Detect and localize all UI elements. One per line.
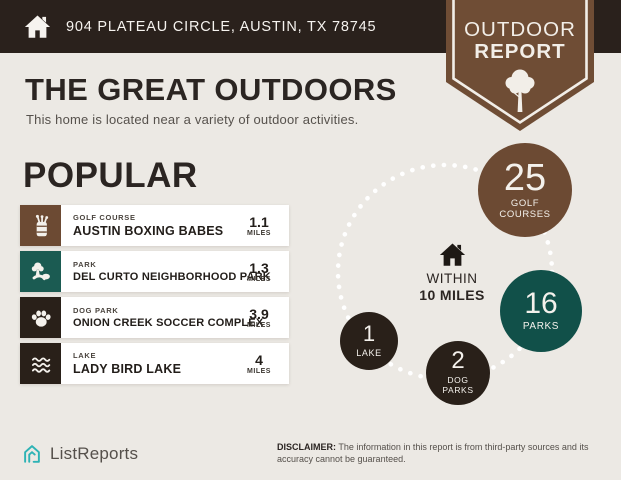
list-item-lake: LAKE LADY BIRD LAKE 4 MILES — [20, 343, 289, 384]
item-distance: 4 — [255, 351, 263, 368]
item-distance-unit: MILES — [247, 229, 271, 237]
item-name: LADY BIRD LAKE — [73, 362, 182, 376]
item-category: DOG PARK — [73, 306, 119, 315]
list-item-card: PARK DEL CURTO NEIGHBORHOOD PARK 1.3 MIL… — [61, 251, 289, 292]
listreports-brand: ListReports — [21, 443, 138, 465]
list-item-card: GOLF COURSE AUSTIN BOXING BABES 1.1 MILE… — [61, 205, 289, 246]
stat-parks: 16 PARKS — [500, 270, 582, 352]
item-distance: 1.1 — [249, 213, 269, 230]
stat-dog-parks: 2 DOG PARKS — [426, 341, 490, 405]
radius-center-label: WITHIN 10 MILES — [382, 271, 522, 303]
item-distance-unit: MILES — [247, 275, 271, 283]
brand-name: ListReports — [50, 444, 139, 463]
list-item-golf-course: GOLF COURSE AUSTIN BOXING BABES 1.1 MILE… — [20, 205, 289, 246]
property-address: 904 PLATEAU CIRCLE, AUSTIN, TX 78745 — [66, 18, 377, 35]
list-item-card: DOG PARK ONION CREEK SOCCER COMPLEX 3.9 … — [61, 297, 289, 338]
stat-golf-courses: 25 GOLF COURSES — [478, 143, 572, 237]
stat-value: 1 — [362, 320, 376, 346]
disclaimer-text: DISCLAIMER: The information in this repo… — [277, 442, 589, 464]
item-distance: 3.9 — [249, 305, 269, 322]
stat-value: 16 — [524, 286, 558, 320]
center-home-icon — [439, 243, 466, 266]
list-item-card: LAKE LADY BIRD LAKE 4 MILES — [61, 343, 289, 384]
stat-value: 2 — [451, 347, 465, 375]
item-category: PARK — [73, 260, 97, 269]
disclaimer-label: DISCLAIMER: — [277, 442, 336, 452]
popular-list: GOLF COURSE AUSTIN BOXING BABES 1.1 MILE… — [20, 205, 289, 384]
stat-label: PARKS — [522, 321, 560, 332]
stat-label: LAKE — [356, 347, 382, 358]
item-name: DEL CURTO NEIGHBORHOOD PARK — [73, 271, 271, 283]
page-subtitle: This home is located near a variety of o… — [26, 112, 359, 127]
list-item-park: PARK DEL CURTO NEIGHBORHOOD PARK 1.3 MIL… — [20, 251, 289, 292]
paw-icon — [20, 297, 61, 338]
item-category: LAKE — [73, 351, 97, 360]
stat-value: 25 — [503, 156, 547, 199]
badge-line1: OUTDOOR — [464, 18, 576, 41]
list-item-dog-park: DOG PARK ONION CREEK SOCCER COMPLEX 3.9 … — [20, 297, 289, 338]
home-icon — [24, 15, 51, 38]
stat-lake: 1 LAKE — [340, 312, 398, 370]
item-distance-unit: MILES — [247, 321, 271, 329]
item-name: ONION CREEK SOCCER COMPLEX — [73, 317, 264, 329]
stat-label: GOLF COURSES — [499, 197, 551, 220]
waves-icon — [20, 343, 61, 384]
stat-label: DOG PARKS — [442, 375, 474, 395]
item-distance: 1.3 — [249, 259, 269, 276]
listreports-logo-icon — [24, 445, 40, 463]
item-name: AUSTIN BOXING BABES — [73, 224, 224, 238]
ten-miles-text: 10 MILES — [419, 287, 485, 303]
item-distance-unit: MILES — [247, 367, 271, 375]
within-text: WITHIN — [426, 271, 478, 286]
item-category: GOLF COURSE — [73, 213, 136, 222]
tree-icon — [505, 69, 535, 112]
park-icon — [20, 251, 61, 292]
popular-heading: POPULAR — [23, 156, 198, 195]
outdoor-report-badge: OUTDOOR REPORT — [446, 0, 594, 131]
badge-line2: REPORT — [474, 40, 565, 63]
radius-chart: 25 GOLF COURSES 16 PARKS 1 LAKE 2 DOG PA… — [320, 140, 620, 418]
golf-bag-icon — [20, 205, 61, 246]
page-title: THE GREAT OUTDOORS — [25, 72, 397, 107]
